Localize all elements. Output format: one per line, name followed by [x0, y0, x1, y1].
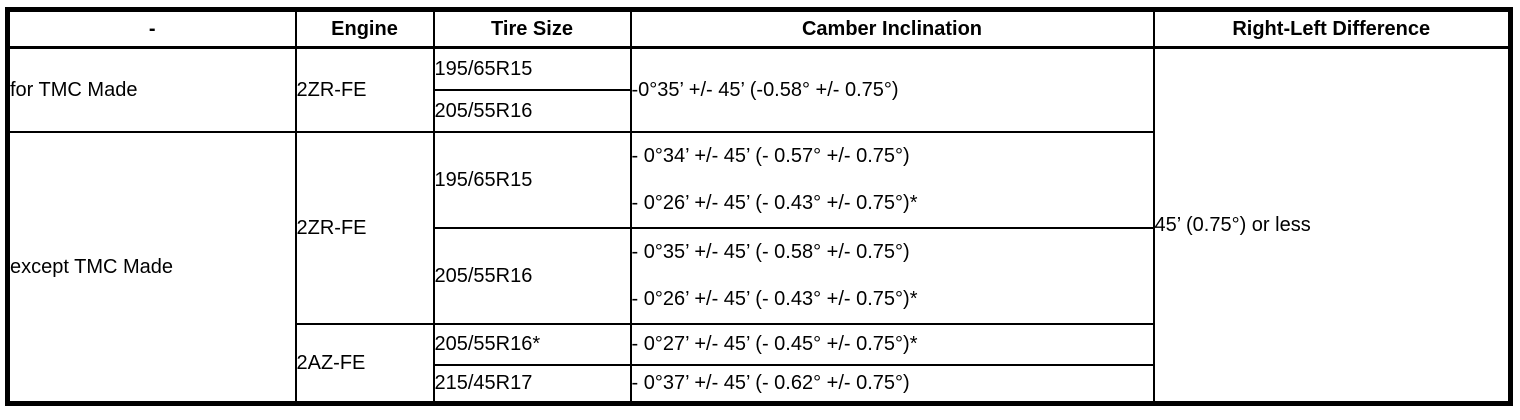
camber-value-line: - 0°26’ +/- 45’ (- 0.43° +/- 0.75°)*: [631, 192, 918, 214]
camber-value-line: - 0°35’ +/- 45’ (- 0.58° +/- 0.75°): [631, 241, 910, 263]
camber-cell: - 0°34’ +/- 45’ (- 0.57° +/- 0.75°) - 0°…: [629, 130, 1155, 229]
tire-size-cell: 215/45R17: [432, 363, 632, 405]
camber-value-line: - 0°26’ +/- 45’ (- 0.43° +/- 0.75°)*: [631, 288, 918, 310]
header-row: - Engine Tire Size Camber Inclination Ri…: [6, 8, 1512, 49]
tire-size-cell: 195/65R15: [432, 46, 632, 91]
engine-cell: 2AZ-FE: [294, 322, 435, 405]
table-row: except TMC Made 2ZR-FE 195/65R15 - 0°34’…: [6, 130, 1511, 405]
engine-cell: 2ZR-FE: [294, 46, 435, 133]
camber-cell: -0°35’ +/- 45’ (-0.58° +/- 0.75°): [629, 46, 1155, 133]
camber-value-pair: - 0°34’ +/- 45’ (- 0.57° +/- 0.75°) - 0°…: [631, 134, 1152, 226]
engine-cell: 2ZR-FE: [294, 130, 435, 325]
camber-cell: - 0°35’ +/- 45’ (- 0.58° +/- 0.75°) - 0°…: [629, 226, 1155, 325]
header-cell-right-left-difference: Right-Left Difference: [1152, 8, 1512, 49]
header-cell-tire-size: Tire Size: [432, 8, 632, 49]
header-cell-camber-inclination: Camber Inclination: [629, 8, 1155, 49]
camber-cell: - 0°27’ +/- 45’ (- 0.45° +/- 0.75°)*: [629, 322, 1155, 366]
right-left-difference-cell: 45’ (0.75°) or less: [1152, 46, 1512, 405]
tire-size-cell: 195/65R15: [432, 130, 632, 229]
tire-size-cell: 205/55R16: [432, 226, 632, 325]
camber-value-line: - 0°34’ +/- 45’ (- 0.57° +/- 0.75°): [631, 145, 910, 167]
tire-size-cell: 205/55R16*: [432, 322, 632, 366]
camber-spec-table: - Engine Tire Size Camber Inclination Ri…: [5, 7, 1513, 406]
tire-size-cell: 205/55R16: [432, 88, 632, 133]
section-cell-for-tmc-made: for TMC Made: [6, 46, 297, 133]
table-row: for TMC Made 2ZR-FE 195/65R15 -0°35’ +/-…: [6, 46, 1512, 405]
camber-value-pair: - 0°35’ +/- 45’ (- 0.58° +/- 0.75°) - 0°…: [631, 230, 1152, 322]
header-cell-engine: Engine: [294, 8, 435, 49]
table-row: 215/45R17 - 0°37’ +/- 45’ (- 0.62° +/- 0…: [8, 363, 1511, 405]
table-row: 205/55R16: [8, 88, 1511, 133]
table-row: 2AZ-FE 205/55R16* - 0°27’ +/- 45’ (- 0.4…: [8, 322, 1511, 405]
header-cell-dash: -: [6, 8, 297, 49]
table-row: 205/55R16 - 0°35’ +/- 45’ (- 0.58° +/- 0…: [8, 226, 1511, 325]
camber-cell: - 0°37’ +/- 45’ (- 0.62° +/- 0.75°): [629, 363, 1155, 405]
section-cell-except-tmc-made: except TMC Made: [6, 130, 297, 405]
camber-spec-table-wrap: - Engine Tire Size Camber Inclination Ri…: [5, 7, 1513, 406]
